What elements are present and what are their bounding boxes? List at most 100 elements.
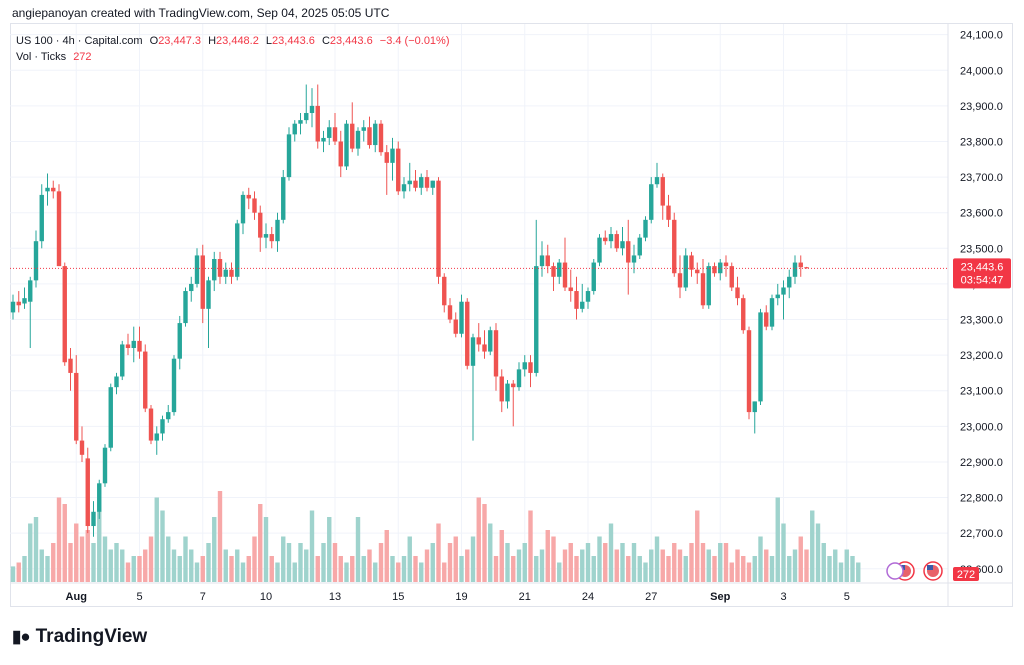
us-flag-canton bbox=[927, 565, 933, 570]
candle-body bbox=[292, 123, 297, 135]
volume-bar bbox=[269, 556, 274, 582]
volume-bar bbox=[735, 549, 740, 582]
volume-bar bbox=[447, 543, 453, 582]
volume-bar bbox=[384, 530, 389, 582]
volume-bar bbox=[51, 543, 56, 582]
candle-body bbox=[528, 362, 533, 373]
price-axis-label: 23,300.0 bbox=[960, 315, 1003, 327]
candle-body bbox=[608, 234, 614, 242]
candle-body bbox=[68, 358, 73, 373]
candle-body bbox=[488, 330, 493, 352]
time-axis-label: Sep bbox=[710, 591, 730, 603]
volume-bar bbox=[700, 543, 706, 582]
high-label: H bbox=[208, 35, 217, 47]
volume-bar bbox=[114, 543, 119, 582]
volume-bar bbox=[562, 549, 568, 582]
candle-body bbox=[539, 255, 545, 267]
volume-bar bbox=[350, 556, 355, 582]
low-label: L bbox=[265, 35, 273, 47]
candle-body bbox=[511, 383, 516, 388]
candle-body bbox=[355, 130, 361, 149]
volume-bar bbox=[574, 556, 579, 582]
volume-bar bbox=[102, 536, 108, 582]
candle-body bbox=[102, 447, 108, 484]
candle-body bbox=[114, 376, 119, 388]
volume-bar bbox=[56, 497, 62, 582]
volume-bar bbox=[108, 549, 113, 582]
candle-body bbox=[792, 262, 798, 277]
price-axis-label: 23,800.0 bbox=[960, 136, 1003, 148]
candle-body bbox=[327, 127, 332, 138]
volume-bar bbox=[695, 510, 700, 582]
candle-body bbox=[430, 180, 435, 188]
candle-body bbox=[413, 180, 418, 188]
candle-body bbox=[240, 194, 246, 224]
volume-bar bbox=[390, 556, 395, 582]
candle-body bbox=[148, 408, 154, 441]
volume-bar bbox=[557, 562, 562, 582]
volume-bar bbox=[476, 497, 481, 582]
volume-bar bbox=[781, 523, 786, 582]
candle-body bbox=[120, 344, 125, 377]
tradingview-logo-icon: ▮● bbox=[12, 627, 31, 646]
candle-body bbox=[585, 291, 591, 302]
candle-body bbox=[459, 301, 464, 334]
volume-bar bbox=[597, 536, 602, 582]
time-axis-label: 24 bbox=[582, 591, 594, 603]
volume-bar bbox=[286, 543, 292, 582]
volume-bar bbox=[591, 556, 596, 582]
candle-body bbox=[660, 177, 665, 206]
candle-body bbox=[171, 358, 177, 413]
volume-bar bbox=[413, 556, 418, 582]
candle-body bbox=[689, 255, 694, 270]
volume-bar bbox=[281, 536, 286, 582]
candle-body bbox=[45, 187, 50, 192]
chart-legend: US 100 · 4h · Capital.com O23,447.3 H23,… bbox=[16, 33, 450, 65]
candle-body bbox=[781, 287, 786, 295]
candle-body bbox=[396, 148, 401, 192]
volume-bar bbox=[631, 543, 637, 582]
price-axis-label: 23,700.0 bbox=[960, 172, 1003, 184]
volume-bar bbox=[355, 517, 361, 582]
candle-body bbox=[143, 351, 148, 409]
volume-bar bbox=[28, 523, 33, 582]
price-axis-label: 23,000.0 bbox=[960, 421, 1003, 433]
candle-body bbox=[62, 266, 67, 363]
open-value: 23,447.3 bbox=[158, 35, 202, 47]
candle-body bbox=[74, 372, 79, 441]
candle-body bbox=[551, 266, 556, 277]
tradingview-logo[interactable]: ▮● TradingView bbox=[12, 626, 147, 648]
time-axis-label: 15 bbox=[392, 591, 404, 603]
candle-body bbox=[614, 234, 619, 249]
volume-bar bbox=[723, 543, 729, 582]
volume-bar bbox=[361, 556, 366, 582]
candle-body bbox=[712, 266, 717, 274]
symbol-label[interactable]: US 100 · 4h · Capital.com bbox=[16, 35, 143, 47]
volume-bar bbox=[798, 536, 803, 582]
candle-body bbox=[574, 291, 579, 309]
candle-body bbox=[131, 340, 136, 349]
volume-bar bbox=[200, 556, 205, 582]
volume-bar bbox=[166, 536, 171, 582]
candle-body bbox=[442, 276, 447, 306]
open-label: O bbox=[149, 35, 159, 47]
price-axis-label: 22,800.0 bbox=[960, 493, 1003, 505]
candle-body bbox=[137, 340, 142, 352]
volume-bar bbox=[654, 536, 660, 582]
chart-panel[interactable] bbox=[10, 23, 1013, 607]
price-axis-label: 23,200.0 bbox=[960, 350, 1003, 362]
candle-body bbox=[338, 141, 343, 167]
volume-bar bbox=[401, 556, 407, 582]
volume-bar bbox=[620, 543, 625, 582]
candle-body bbox=[350, 123, 355, 149]
candle-body bbox=[166, 412, 171, 420]
candle-body bbox=[620, 241, 625, 249]
candle-body bbox=[10, 301, 16, 313]
volume-bar bbox=[292, 562, 297, 582]
volume-bar bbox=[677, 549, 683, 582]
candle-body bbox=[177, 323, 182, 359]
volume-bar bbox=[758, 536, 763, 582]
volume-label[interactable]: Vol · Ticks bbox=[16, 51, 67, 63]
candle-body bbox=[700, 273, 706, 306]
